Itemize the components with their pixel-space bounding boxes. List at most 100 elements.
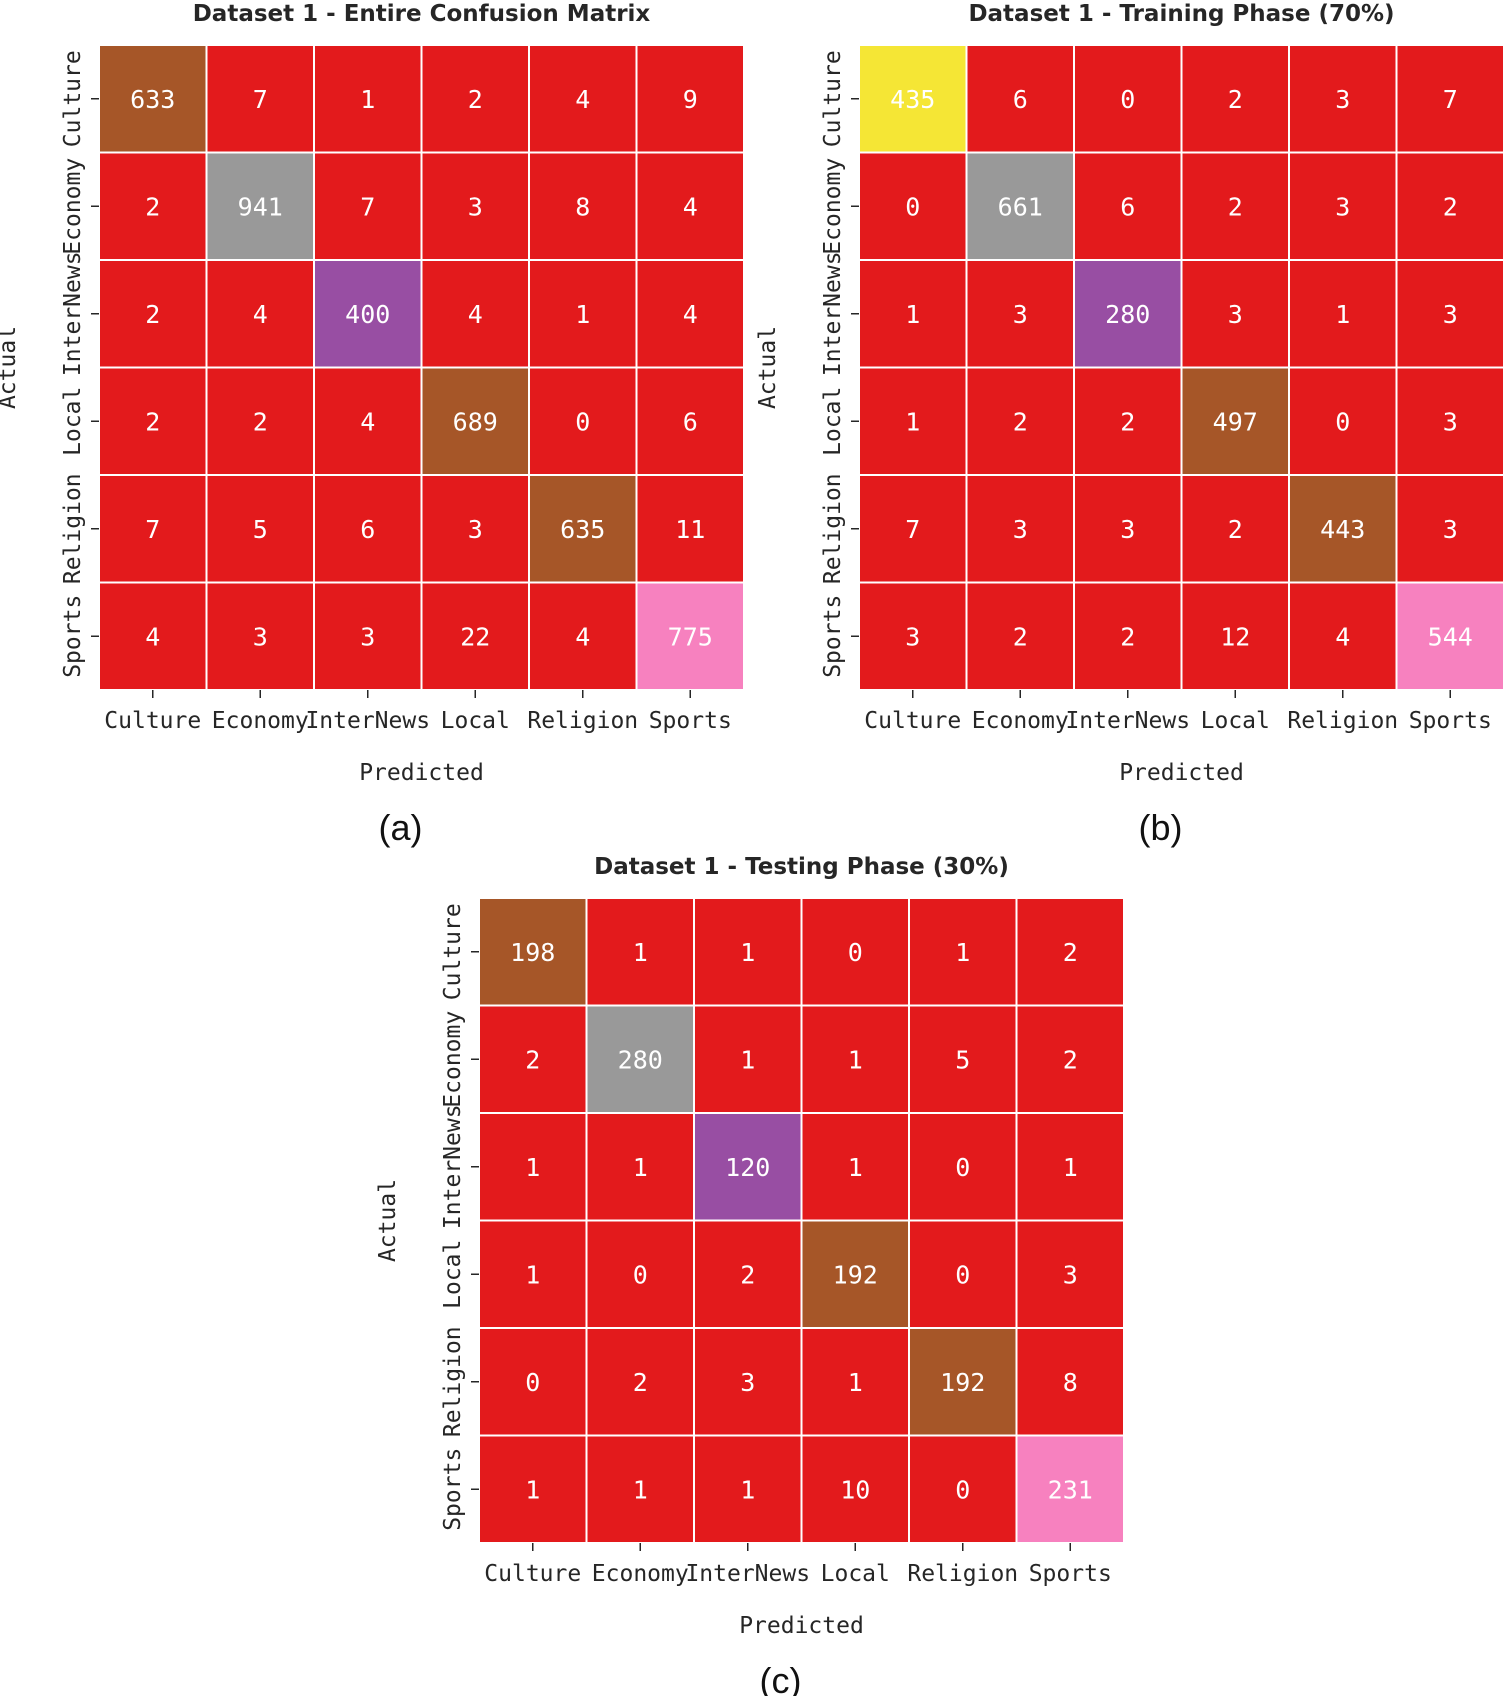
cell-value-label: 4 <box>253 300 268 329</box>
cell-value-label: 3 <box>1443 515 1458 544</box>
cell-value-label: 1 <box>740 1475 755 1504</box>
cell-value-label: 22 <box>460 622 490 651</box>
heatmap-cell <box>1180 474 1290 584</box>
cell-value-label: 1 <box>633 938 648 967</box>
cell-value-label: 192 <box>940 1368 985 1397</box>
cell-value-label: 0 <box>955 1153 970 1182</box>
cell-value-label: 443 <box>1320 515 1365 544</box>
cell-value-label: 4 <box>145 622 160 651</box>
cell-value-label: 1 <box>740 1045 755 1074</box>
cell-value-label: 4 <box>575 85 590 114</box>
cell-value-label: 1 <box>1063 1153 1078 1182</box>
heatmap-cell <box>1395 581 1505 691</box>
cell-value-label: 1 <box>360 85 375 114</box>
heatmap-cell <box>1180 151 1290 261</box>
cell-value-label: 120 <box>725 1153 770 1182</box>
cell-value-label: 435 <box>890 85 935 114</box>
cell-value-label: 3 <box>1063 1260 1078 1289</box>
heatmap-cell <box>585 1112 695 1222</box>
heatmap-cell <box>800 1434 910 1544</box>
x-tick-label: Religion <box>527 708 638 734</box>
cell-value-label: 2 <box>1228 85 1243 114</box>
cell-value-label: 2 <box>525 1045 540 1074</box>
cell-value-label: 3 <box>1443 407 1458 436</box>
cell-value-label: 775 <box>668 622 713 651</box>
heatmap-cell <box>858 366 968 476</box>
x-axis-label: Predicted <box>1119 760 1244 786</box>
heatmap-cell <box>313 474 423 584</box>
panel-caption: (c) <box>760 1660 802 1696</box>
cell-value-label: 2 <box>1228 192 1243 221</box>
heatmap-cell <box>528 474 638 584</box>
y-tick-label: Sports <box>820 595 846 678</box>
heatmap-panel-3: Dataset 1 - Testing Phase (30%)198 1 1 0 1 22… <box>375 854 1125 1696</box>
cell-value-label: 6 <box>1013 85 1028 114</box>
heatmap-cell <box>1395 366 1505 476</box>
heatmap-cell <box>1015 1004 1125 1114</box>
heatmap-cell <box>313 44 423 154</box>
cell-value-label: 1 <box>848 1153 863 1182</box>
heatmap-cell <box>1180 366 1290 476</box>
x-tick-label: Religion <box>1287 708 1398 734</box>
heatmap-cell <box>420 259 530 369</box>
cell-value-label: 3 <box>1013 300 1028 329</box>
heatmap-cell <box>1288 366 1398 476</box>
heatmap-cell <box>635 151 745 261</box>
y-tick-label: Culture <box>440 903 466 1000</box>
cell-value-label: 192 <box>833 1260 878 1289</box>
cell-value-label: 2 <box>1013 407 1028 436</box>
cell-value-label: 7 <box>360 192 375 221</box>
cell-value-label: 3 <box>905 622 920 651</box>
y-tick-label: Sports <box>440 1448 466 1531</box>
cell-value-label: 7 <box>1443 85 1458 114</box>
heatmap-cell <box>528 366 638 476</box>
heatmap-cell <box>1015 1219 1125 1329</box>
y-tick-label: Local <box>60 387 86 456</box>
cell-value-label: 689 <box>453 407 498 436</box>
x-tick-label: Economy <box>592 1561 689 1587</box>
x-tick-label: Economy <box>972 708 1069 734</box>
heatmap-cell <box>1180 44 1290 154</box>
cell-value-label: 0 <box>955 1260 970 1289</box>
cell-value-label: 1 <box>525 1153 540 1182</box>
heatmap-cell <box>205 44 315 154</box>
cell-value-label: 0 <box>1120 85 1135 114</box>
x-tick-label: Economy <box>212 708 309 734</box>
heatmap-cell <box>1180 581 1290 691</box>
cell-value-label: 231 <box>1048 1475 1093 1504</box>
y-axis-label: Actual <box>375 1179 401 1262</box>
cell-value-label: 198 <box>510 938 555 967</box>
panel-caption: (b) <box>1139 807 1183 848</box>
cell-value-label: 2 <box>1120 622 1135 651</box>
cell-value-label: 2 <box>145 192 160 221</box>
heatmap-cell <box>693 1004 803 1114</box>
heatmap-cell <box>965 44 1075 154</box>
y-tick-label: Sports <box>60 595 86 678</box>
heatmap-cell <box>585 1004 695 1114</box>
cell-value-label: 4 <box>1335 622 1350 651</box>
cell-value-label: 2 <box>633 1368 648 1397</box>
heatmap-panel-2: Dataset 1 - Training Phase (70%) 435 6 0 2 3 7… <box>755 1 1505 848</box>
cell-value-label: 1 <box>525 1260 540 1289</box>
heatmap-cell <box>1288 259 1398 369</box>
y-tick-label: Religion <box>60 473 86 584</box>
x-tick-label: InterNews <box>685 1561 810 1587</box>
heatmap-cell <box>908 1219 1018 1329</box>
heatmap-cell <box>1180 259 1290 369</box>
x-tick-label: Culture <box>104 708 201 734</box>
heatmap-cell <box>635 44 745 154</box>
cell-value-label: 1 <box>1335 300 1350 329</box>
heatmap-cell <box>1073 151 1183 261</box>
chart-title: Dataset 1 - Entire Confusion Matrix <box>193 1 651 27</box>
cell-value-label: 6 <box>360 515 375 544</box>
cell-value-label: 2 <box>145 407 160 436</box>
y-tick-label: InterNews <box>820 251 846 376</box>
heatmap-cell <box>693 897 803 1007</box>
x-tick-label: Local <box>441 708 510 734</box>
cell-value-label: 2 <box>253 407 268 436</box>
heatmap-cell <box>98 44 208 154</box>
y-tick-label: Culture <box>60 50 86 147</box>
cell-value-label: 1 <box>848 1045 863 1074</box>
heatmap-cell <box>1288 474 1398 584</box>
